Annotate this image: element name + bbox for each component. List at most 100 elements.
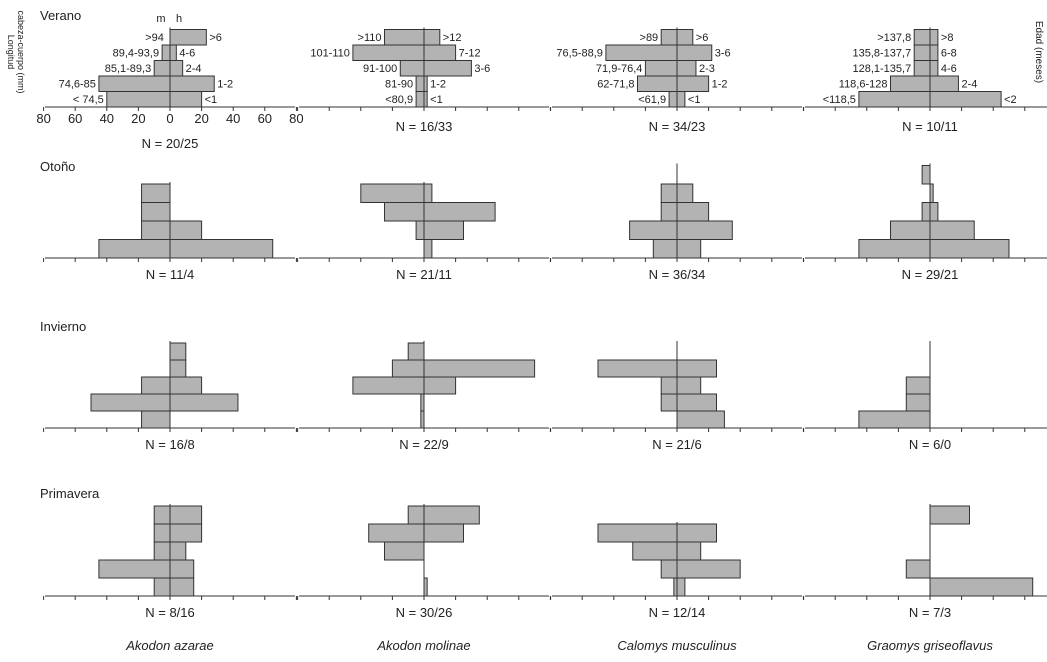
bar-male: [141, 220, 171, 240]
bar-female: [423, 60, 472, 77]
bar-female: [169, 44, 177, 61]
x-tick-label: 60: [258, 111, 272, 126]
class-label-length: <118,5: [823, 94, 856, 106]
bar-male: [905, 393, 931, 412]
class-label-length: 81-90: [385, 79, 413, 91]
bar-male: [660, 559, 678, 579]
class-label-age: 4-6: [179, 48, 195, 60]
sample-size-label: N = 22/9: [399, 437, 449, 452]
bar-male: [415, 75, 425, 92]
bar-male: [629, 220, 678, 240]
bar-male: [98, 559, 171, 579]
bar-female: [169, 376, 203, 395]
bar-female: [676, 523, 717, 543]
bar-male: [905, 376, 931, 395]
bar-female: [676, 91, 686, 108]
class-label-age: 2-4: [961, 79, 977, 91]
y-axis-label: cabeza-cuerpo (mm): [16, 10, 26, 93]
species-label: Akodon molinae: [376, 638, 470, 653]
sample-size-label: N = 21/11: [396, 267, 452, 282]
bar-female: [676, 29, 694, 46]
bar-male: [415, 91, 425, 108]
bar-male: [407, 505, 425, 525]
bar-female: [929, 202, 939, 222]
bar-female: [676, 183, 694, 203]
bar-female: [169, 559, 195, 579]
x-tick-label: 80: [36, 111, 50, 126]
bar-female: [423, 505, 480, 525]
bar-male: [384, 202, 425, 222]
class-label-age: >6: [696, 32, 709, 44]
class-label-age: <2: [1004, 94, 1017, 106]
bar-male: [652, 239, 678, 259]
right-axis-label: Edad (meses): [1033, 21, 1044, 83]
sample-size-label: N = 34/23: [649, 119, 706, 134]
class-label-age: 1-2: [217, 79, 233, 91]
bar-male: [106, 91, 171, 108]
class-label-age: 1-2: [712, 79, 728, 91]
bar-male: [141, 202, 171, 222]
bar-female: [169, 505, 203, 525]
class-label-length: 89,4-93,9: [113, 48, 159, 60]
class-label-age: 1-2: [430, 79, 446, 91]
x-tick-label: 20: [131, 111, 145, 126]
bar-female: [676, 239, 702, 259]
bar-male: [420, 410, 425, 429]
x-tick-label: 40: [226, 111, 240, 126]
bar-female: [676, 60, 697, 77]
bar-male: [141, 183, 171, 203]
bar-female: [423, 202, 496, 222]
bar-female: [423, 29, 441, 46]
bar-male: [858, 91, 931, 108]
class-label-length: >137,8: [877, 32, 911, 44]
bar-female: [169, 577, 195, 597]
bar-female: [169, 75, 215, 92]
season-title-verano: Verano: [40, 8, 81, 23]
bar-female: [929, 505, 970, 525]
bar-female: [929, 29, 939, 46]
bar-male: [668, 91, 678, 108]
bar-male: [352, 44, 425, 61]
bar-male: [420, 393, 425, 412]
x-tick-label: 80: [289, 111, 303, 126]
bar-female: [169, 91, 203, 108]
season-title-primavera: Primavera: [40, 486, 100, 501]
class-label-length: 91-100: [363, 63, 397, 75]
class-label-length: <61,9: [638, 94, 666, 106]
bar-male: [384, 541, 425, 561]
bar-female: [423, 577, 428, 597]
bar-male: [153, 541, 171, 561]
class-label-age: 3-6: [474, 63, 490, 75]
class-label-length: 135,8-137,7: [852, 48, 911, 60]
sample-size-label: N = 29/21: [902, 267, 959, 282]
bar-male: [921, 202, 931, 222]
sample-size-label: N = 12/14: [649, 605, 706, 620]
class-label-length: 62-71,8: [597, 79, 634, 91]
bar-female: [676, 541, 702, 561]
x-tick-label: 20: [194, 111, 208, 126]
bar-male: [141, 376, 171, 395]
bar-female: [423, 220, 464, 240]
sample-size-label: N = 6/0: [909, 437, 951, 452]
bar-female: [423, 239, 433, 259]
bar-female: [676, 559, 741, 579]
bar-male: [153, 577, 171, 597]
bar-male: [913, 60, 931, 77]
bar-female: [169, 342, 187, 361]
bar-female: [169, 359, 187, 378]
bar-male: [98, 75, 171, 92]
bar-male: [632, 541, 678, 561]
bar-male: [637, 75, 678, 92]
bar-male: [858, 239, 931, 259]
bar-male: [660, 393, 678, 412]
class-label-age: 2-4: [186, 63, 202, 75]
sample-size-label: N = 8/16: [145, 605, 195, 620]
bar-female: [676, 393, 717, 412]
class-label-age: 3-6: [715, 48, 731, 60]
x-tick-label: 0: [166, 111, 173, 126]
bar-female: [169, 29, 207, 46]
bar-female: [929, 220, 975, 240]
bar-female: [423, 44, 457, 61]
bar-male: [913, 29, 931, 46]
class-label-length: 76,5-88,9: [556, 48, 602, 60]
